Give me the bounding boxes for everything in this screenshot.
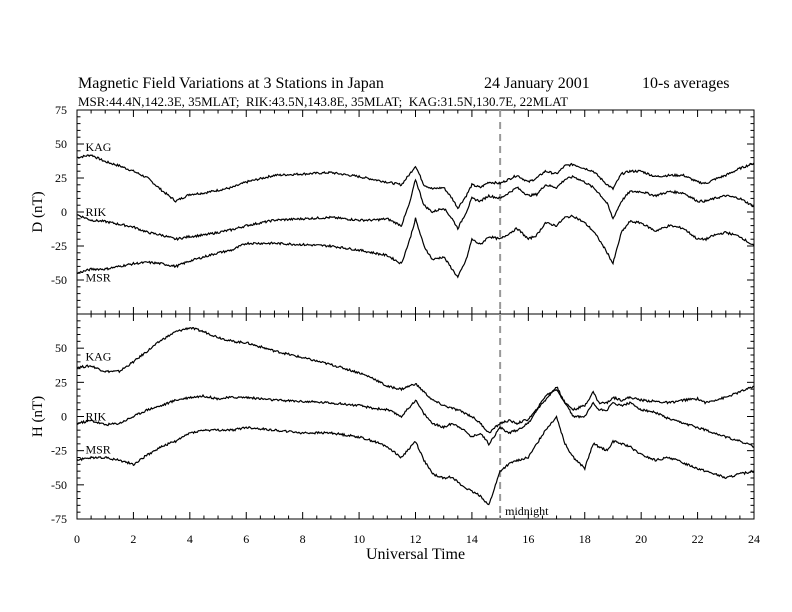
y-tick-label: 25 bbox=[55, 375, 67, 389]
series-label-msr: MSR bbox=[85, 270, 110, 284]
series-line-rik bbox=[76, 386, 755, 449]
chart-subtitle: MSR:44.4N,142.3E, 35MLAT; RIK:43.5N,143.… bbox=[78, 94, 568, 109]
series-line-kag bbox=[76, 154, 755, 210]
y-tick-label: 0 bbox=[61, 205, 67, 219]
y-tick-label: -25 bbox=[51, 239, 67, 253]
y-tick-label: -25 bbox=[51, 444, 67, 458]
y-tick-label: 50 bbox=[55, 137, 67, 151]
x-tick-label: 12 bbox=[410, 532, 422, 546]
x-tick-label: 2 bbox=[130, 532, 136, 546]
x-tick-label: 6 bbox=[243, 532, 249, 546]
series-label-rik: RIK bbox=[85, 410, 106, 424]
chart-title: Magnetic Field Variations at 3 Stations … bbox=[78, 75, 384, 92]
y-tick-label: -75 bbox=[51, 512, 67, 526]
midnight-label: midnight bbox=[505, 504, 549, 518]
y-tick-label: 25 bbox=[55, 171, 67, 185]
series-line-kag bbox=[76, 326, 754, 434]
panel-frame-h bbox=[76, 313, 755, 520]
y-tick-label: 50 bbox=[55, 341, 67, 355]
series-label-msr: MSR bbox=[85, 442, 110, 456]
y-tick-label: -50 bbox=[51, 273, 67, 287]
x-tick-label: 16 bbox=[522, 532, 534, 546]
x-axis-label: Universal Time bbox=[366, 546, 465, 563]
series-label-kag: KAG bbox=[85, 349, 111, 363]
x-tick-label: 22 bbox=[692, 532, 704, 546]
x-tick-label: 18 bbox=[579, 532, 591, 546]
series-label-kag: KAG bbox=[85, 140, 111, 154]
chart-date: 24 January 2001 bbox=[484, 75, 590, 92]
panel-frame-d bbox=[76, 109, 755, 315]
series-line-msr bbox=[76, 214, 755, 279]
y-axis-label-h: H (nT) bbox=[30, 396, 46, 437]
x-tick-label: 10 bbox=[353, 532, 365, 546]
x-tick-label: 4 bbox=[187, 532, 193, 546]
panel-d: 75 50 25 0 -25 -50 KAG RIK MSR D (nT) bbox=[30, 103, 755, 315]
y-axis-label-d: D (nT) bbox=[30, 191, 46, 232]
x-tick-label: 0 bbox=[74, 532, 80, 546]
x-tick-label: 8 bbox=[300, 532, 306, 546]
y-tick-label: 75 bbox=[55, 103, 67, 117]
chart-averaging: 10-s averages bbox=[642, 75, 730, 92]
x-tick-label: 14 bbox=[466, 532, 478, 546]
series-line-msr bbox=[76, 415, 755, 506]
x-tick-label: 20 bbox=[635, 532, 647, 546]
y-tick-label: -50 bbox=[51, 478, 67, 492]
y-tick-label: 0 bbox=[61, 410, 67, 424]
series-line-rik bbox=[76, 174, 755, 242]
x-tick-label: 24 bbox=[748, 532, 760, 546]
series-label-rik: RIK bbox=[85, 205, 106, 219]
